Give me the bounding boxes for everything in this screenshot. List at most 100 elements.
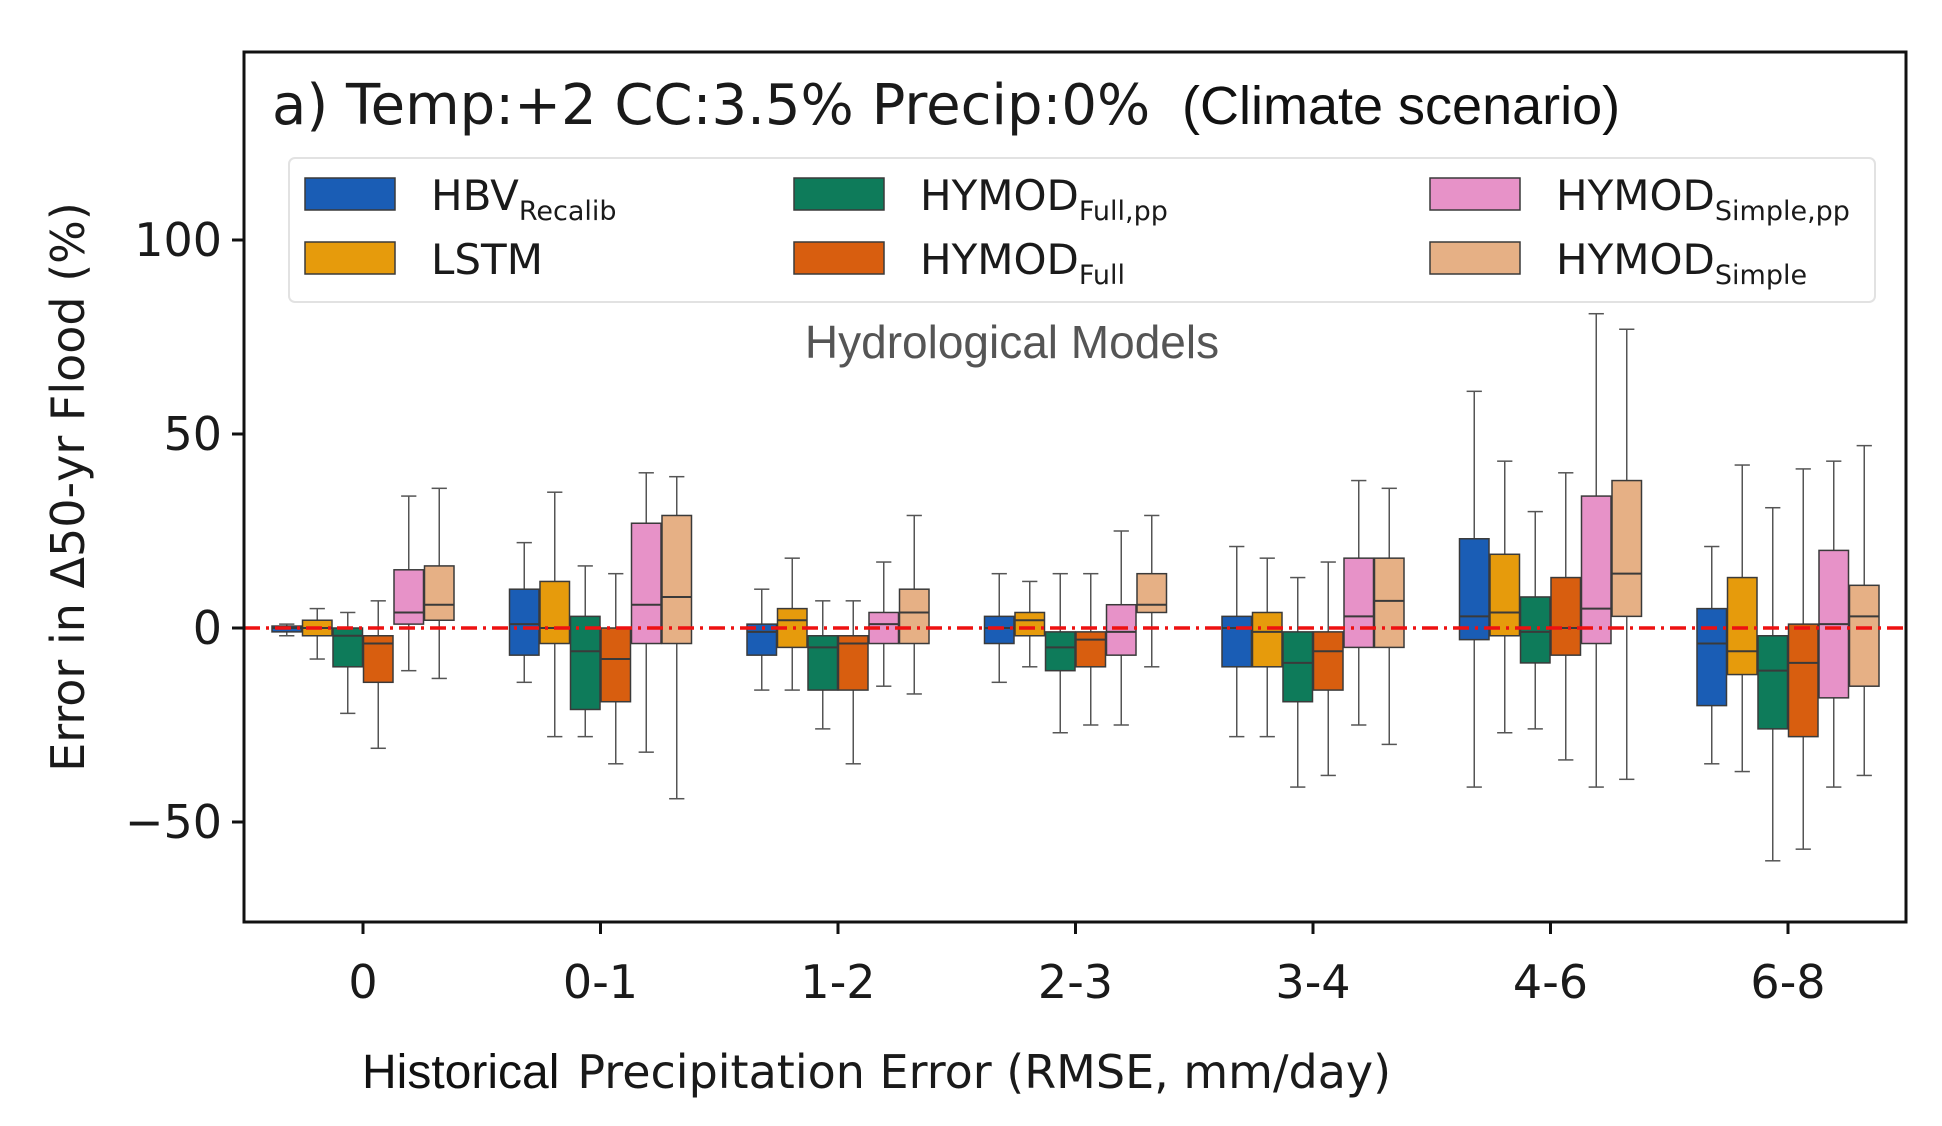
legend-label: HYMODSimple [1556, 235, 1807, 291]
chart-title: a) Temp:+2 CC:3.5% Precip:0% (Climate sc… [272, 73, 1620, 138]
y-tick-label: 0 [193, 601, 222, 655]
box-hymod-simple-pp-4-6 [1580, 312, 1612, 788]
box-body [1550, 576, 1582, 656]
box-body [1696, 607, 1728, 707]
box-hbv-recalib-3-4 [1221, 545, 1253, 738]
box-hymod-simple-1-2 [898, 514, 930, 695]
box-body [423, 565, 455, 621]
box-hbv-recalib-4-6 [1458, 390, 1490, 788]
box-hbv-recalib-6-8 [1696, 545, 1728, 765]
box-hymod-simple-0 [423, 487, 455, 680]
box-hymod-full-pp-1-2 [807, 600, 839, 730]
box-body [1580, 495, 1612, 645]
legend-swatch [1429, 177, 1521, 211]
box-hbv-recalib-0-1 [508, 541, 540, 684]
box-lstm-2-3 [1014, 580, 1046, 668]
box-body [1221, 615, 1253, 668]
box-body [569, 615, 601, 711]
x-axis-label-prefix: Historical [362, 1046, 559, 1099]
box-body [1251, 611, 1283, 668]
box-hymod-simple-0-1 [661, 475, 693, 800]
box-hymod-simple-pp-0-1 [630, 472, 662, 753]
box-hymod-full-pp-3-4 [1282, 576, 1314, 788]
box-body [1105, 603, 1137, 656]
box-body [1343, 557, 1375, 649]
y-tick-label: 100 [134, 213, 222, 267]
box-lstm-0-1 [539, 491, 571, 738]
chart-title-suffix: (Climate scenario) [1182, 76, 1620, 136]
legend-swatch [304, 241, 396, 275]
box-hymod-full-pp-2-3 [1044, 572, 1076, 734]
x-tick-label: 0 [348, 955, 377, 1009]
box-body [898, 588, 930, 645]
x-axis-ticks: 0 0-1 1-2 2-3 3-4 4-6 6-8 [348, 922, 1826, 1009]
box-hymod-full-2-3 [1075, 572, 1107, 726]
legend-label: LSTM [431, 235, 543, 284]
box-body [1757, 635, 1789, 730]
legend-label: HYMODFull [920, 235, 1125, 291]
box-body [508, 588, 540, 656]
x-axis-label: Historical Precipitation Error (RMSE, mm… [362, 1045, 1391, 1099]
x-tick-label: 1-2 [800, 955, 875, 1009]
box-body [600, 627, 632, 703]
box-hymod-full-0-1 [600, 572, 632, 765]
box-hymod-full-pp-4-6 [1519, 510, 1551, 730]
box-body [1282, 631, 1314, 703]
box-hymod-full-0 [362, 600, 394, 750]
box-body [393, 569, 425, 625]
x-tick-label: 6-8 [1750, 955, 1825, 1009]
box-body [1136, 572, 1168, 614]
plot-frame [242, 50, 1908, 924]
x-tick-label: 0-1 [563, 955, 638, 1009]
box-hbv-recalib-2-3 [983, 572, 1015, 684]
box-hbv-recalib-1-2 [746, 588, 778, 691]
legend-swatch [304, 177, 396, 211]
box-body [1044, 631, 1076, 672]
box-body [983, 615, 1015, 645]
box-hymod-simple-pp-2-3 [1105, 530, 1137, 726]
x-axis-label-main: Precipitation Error (RMSE, mm/day) [577, 1045, 1391, 1099]
box-body [1726, 576, 1758, 676]
box-body [837, 635, 869, 691]
box-body [1519, 596, 1551, 664]
box-hymod-simple-2-3 [1136, 514, 1168, 668]
legend-label: HYMODFull,pp [920, 171, 1168, 227]
box-hymod-full-4-6 [1550, 472, 1582, 761]
box-hymod-simple-pp-0 [393, 495, 425, 672]
box-body [1458, 538, 1490, 641]
x-tick-label: 2-3 [1038, 955, 1113, 1009]
box-body [807, 635, 839, 691]
box-hymod-simple-6-8 [1848, 444, 1880, 777]
box-body [1373, 557, 1405, 649]
box-hymod-full-pp-0-1 [569, 565, 601, 738]
y-axis-label: Error in Δ50-yr Flood (%) [41, 202, 95, 772]
box-hymod-full-pp-6-8 [1757, 506, 1789, 862]
box-body [1014, 611, 1046, 637]
legend-items: HBVRecalib LSTM HYMODFull,pp HYMODFull HYMOD… [304, 171, 1850, 291]
x-tick-label: 3-4 [1275, 955, 1350, 1009]
models-annotation: Hydrological Models [805, 316, 1219, 368]
box-body [1075, 631, 1107, 668]
legend-label: HBVRecalib [431, 171, 617, 227]
box-body [1312, 631, 1344, 691]
box-lstm-3-4 [1251, 557, 1283, 738]
box-body [1787, 623, 1819, 738]
box-body [1848, 584, 1880, 687]
box-hymod-full-1-2 [837, 600, 869, 765]
y-tick-label: 50 [163, 407, 222, 461]
box-hymod-full-6-8 [1787, 468, 1819, 850]
box-lstm-4-6 [1489, 460, 1521, 734]
box-body [1611, 479, 1643, 618]
box-hymod-simple-3-4 [1373, 487, 1405, 746]
y-tick-label: −50 [125, 795, 222, 849]
legend-swatch [1429, 241, 1521, 275]
box-hymod-simple-pp-3-4 [1343, 479, 1375, 726]
box-hymod-simple-pp-6-8 [1818, 460, 1850, 788]
box-hymod-full-3-4 [1312, 561, 1344, 777]
y-axis-ticks: −50 0 50 100 [125, 213, 244, 849]
legend-swatch [793, 241, 885, 275]
box-body [332, 627, 364, 668]
boxes-layer [271, 312, 1880, 862]
legend-swatch [793, 177, 885, 211]
legend-label: HYMODSimple,pp [1556, 171, 1850, 227]
